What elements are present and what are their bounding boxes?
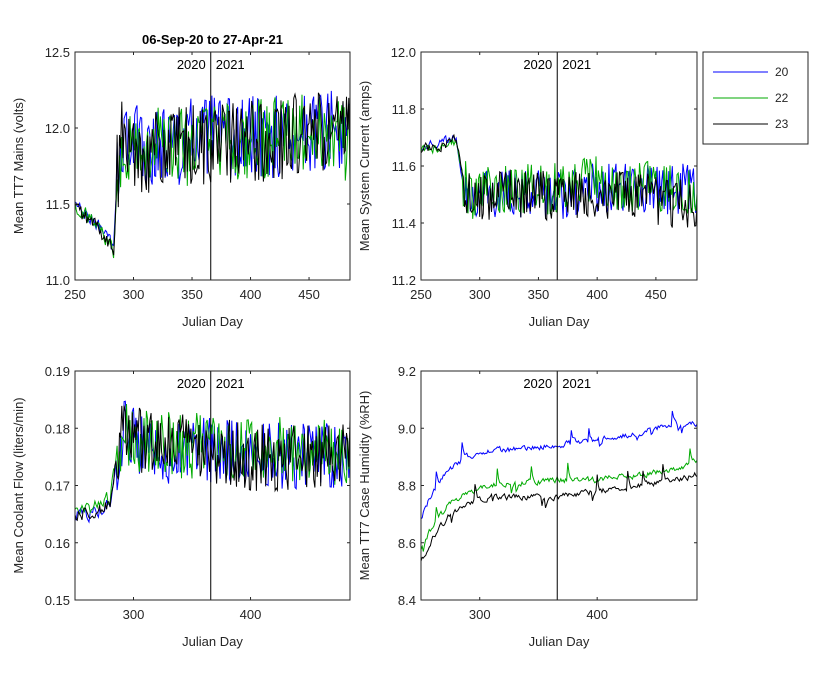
year-label-right: 2021 — [216, 376, 245, 391]
x-axis-label: Julian Day — [182, 634, 243, 649]
y-axis-label: Mean Coolant Flow (liters/min) — [11, 397, 26, 573]
y-tick-label: 11.5 — [46, 197, 70, 212]
y-tick-label: 11.2 — [392, 273, 416, 288]
x-tick-label: 250 — [64, 287, 86, 302]
y-tick-label: 12.0 — [45, 121, 70, 136]
x-tick-label: 350 — [528, 287, 550, 302]
series-line-22 — [421, 448, 697, 552]
y-tick-label: 0.18 — [45, 421, 70, 436]
y-tick-label: 0.15 — [45, 593, 70, 608]
series-line-22 — [75, 403, 350, 516]
legend: 20 22 23 — [702, 51, 809, 145]
series-line-20 — [75, 400, 350, 524]
y-tick-label: 11.6 — [392, 159, 416, 174]
x-tick-label: 400 — [586, 607, 608, 622]
x-tick-label: 400 — [240, 607, 262, 622]
x-tick-label: 350 — [181, 287, 203, 302]
y-tick-label: 0.19 — [45, 364, 70, 379]
subplot-3: 2020 2021 300 400 0.15 0.16 0.17 0.18 0.19 Julian… — [11, 364, 351, 649]
y-tick-label: 11.8 — [392, 102, 416, 117]
subplot-4: 2020 2021 300 400 8.4 8.6 8.8 9.0 9.2 Julian Day M… — [357, 364, 698, 649]
series-line-23 — [75, 92, 350, 256]
year-label-left: 2020 — [523, 57, 552, 72]
axes-box — [74, 370, 351, 601]
x-tick-label: 300 — [123, 607, 145, 622]
subplot-2: 2020 2021 250 300 350 400 450 11.2 11.4 11.6 11.8 1… — [357, 45, 698, 329]
y-tick-label: 0.16 — [45, 536, 70, 551]
y-axis-label: Mean TT7 Case Humidity (%RH) — [357, 391, 372, 581]
year-label-right: 2021 — [562, 57, 591, 72]
x-tick-label: 400 — [586, 287, 608, 302]
series-line-20 — [421, 410, 697, 520]
x-axis-label: Julian Day — [529, 314, 590, 329]
year-label-right: 2021 — [216, 57, 245, 72]
x-tick-label: 450 — [298, 287, 320, 302]
year-label-left: 2020 — [177, 376, 206, 391]
subplot-grid: 2020 2021 250 300 350 400 450 11.0 11.5 12.0 12.5 J… — [11, 32, 698, 649]
axes-box — [420, 370, 698, 601]
x-tick-label: 300 — [469, 607, 491, 622]
x-tick-label: 300 — [123, 287, 145, 302]
year-label-right: 2021 — [562, 376, 591, 391]
axes-box — [74, 51, 351, 281]
year-label-left: 2020 — [177, 57, 206, 72]
series-line-23 — [421, 464, 697, 562]
x-axis-label: Julian Day — [182, 314, 243, 329]
y-axis-label: Mean System Current (amps) — [357, 81, 372, 252]
y-tick-label: 0.17 — [45, 479, 70, 494]
x-tick-label: 250 — [410, 287, 432, 302]
y-tick-label: 11.0 — [46, 273, 70, 288]
legend-box — [702, 51, 809, 145]
y-tick-label: 8.8 — [398, 479, 416, 494]
chart-title: 06-Sep-20 to 27-Apr-21 — [142, 32, 283, 47]
series-line-22 — [75, 94, 350, 259]
axes-box — [420, 51, 698, 281]
series-line-23 — [75, 405, 350, 522]
series-line-23 — [421, 133, 697, 228]
x-tick-label: 400 — [240, 287, 262, 302]
y-tick-label: 8.4 — [398, 593, 416, 608]
legend-label-23: 23 — [775, 117, 789, 131]
y-tick-label: 9.2 — [398, 364, 416, 379]
legend-label-22: 22 — [775, 91, 789, 105]
subplot-1: 2020 2021 250 300 350 400 450 11.0 11.5 12.0 12.5 J… — [11, 32, 351, 329]
year-label-left: 2020 — [523, 376, 552, 391]
y-tick-label: 12.0 — [391, 45, 416, 60]
y-tick-label: 11.4 — [392, 216, 416, 231]
x-axis-label: Julian Day — [529, 634, 590, 649]
legend-label-20: 20 — [775, 65, 789, 79]
y-tick-label: 12.5 — [45, 45, 70, 60]
x-tick-label: 450 — [645, 287, 667, 302]
y-axis-label: Mean TT7 Mains (volts) — [11, 98, 26, 234]
y-tick-label: 8.6 — [398, 536, 416, 551]
y-tick-label: 9.0 — [398, 421, 416, 436]
x-tick-label: 300 — [469, 287, 491, 302]
